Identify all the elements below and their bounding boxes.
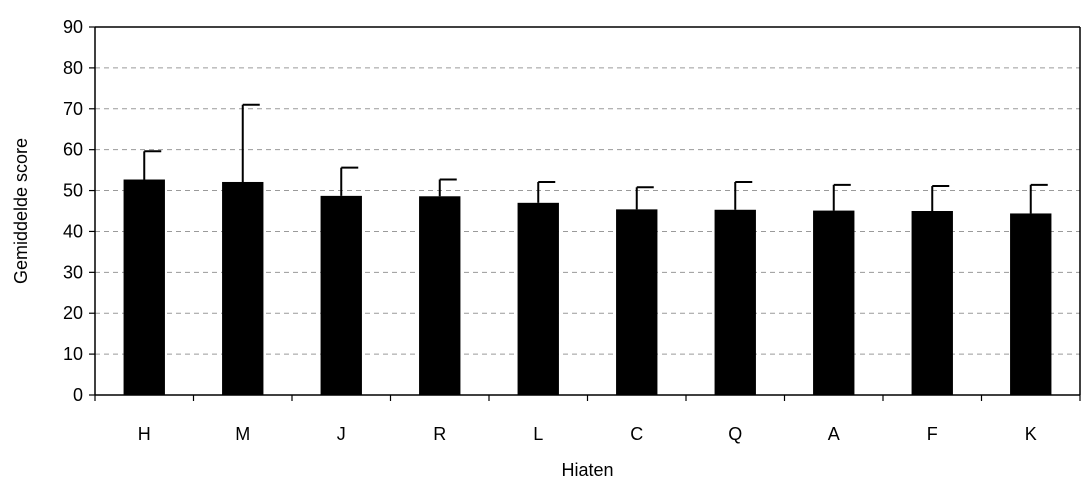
x-tick-label-L: L <box>533 424 543 444</box>
x-tick-label-Q: Q <box>728 424 742 444</box>
error-bar-J <box>340 166 359 196</box>
y-tick-label: 90 <box>63 17 83 37</box>
error-bar-L <box>537 180 556 203</box>
error-bar-F <box>931 185 950 211</box>
error-bar-M <box>241 103 260 182</box>
y-tick-labels: 0 10 20 30 40 50 60 70 80 90 <box>63 17 83 405</box>
bar-C <box>616 209 658 395</box>
y-axis-title: Gemiddelde score <box>11 138 31 284</box>
error-bars <box>143 103 1048 214</box>
bar-H <box>123 179 165 395</box>
x-tick-label-F: F <box>927 424 938 444</box>
x-axis-title: Hiaten <box>561 460 613 480</box>
y-tick-label: 10 <box>63 344 83 364</box>
bar-J <box>320 195 362 395</box>
x-tick-label-A: A <box>828 424 840 444</box>
bars <box>123 179 1052 395</box>
y-tick-label: 0 <box>73 385 83 405</box>
x-tick-label-J: J <box>337 424 346 444</box>
error-bar-C <box>635 186 654 210</box>
bar-F <box>911 211 953 395</box>
bar-Q <box>714 209 756 395</box>
bar-L <box>517 202 559 395</box>
y-tick-label: 30 <box>63 262 83 282</box>
error-bar-Q <box>734 180 753 210</box>
y-tick-label: 50 <box>63 181 83 201</box>
x-tick-label-K: K <box>1025 424 1037 444</box>
x-tick-label-H: H <box>138 424 151 444</box>
axes <box>89 26 1081 401</box>
y-tick-label: 60 <box>63 140 83 160</box>
y-tick-label: 40 <box>63 221 83 241</box>
x-tick-label-R: R <box>433 424 446 444</box>
bar-R <box>419 196 461 395</box>
x-tick-label-M: M <box>235 424 250 444</box>
error-bar-K <box>1029 183 1048 214</box>
bar-K <box>1010 213 1052 395</box>
y-tick-label: 20 <box>63 303 83 323</box>
bar-A <box>813 210 855 395</box>
error-bar-H <box>143 150 162 180</box>
error-bar-A <box>832 183 851 211</box>
x-tick-label-C: C <box>630 424 643 444</box>
y-tick-label: 80 <box>63 58 83 78</box>
error-bar-R <box>438 178 457 197</box>
bar-M <box>222 181 264 395</box>
y-tick-label: 70 <box>63 99 83 119</box>
